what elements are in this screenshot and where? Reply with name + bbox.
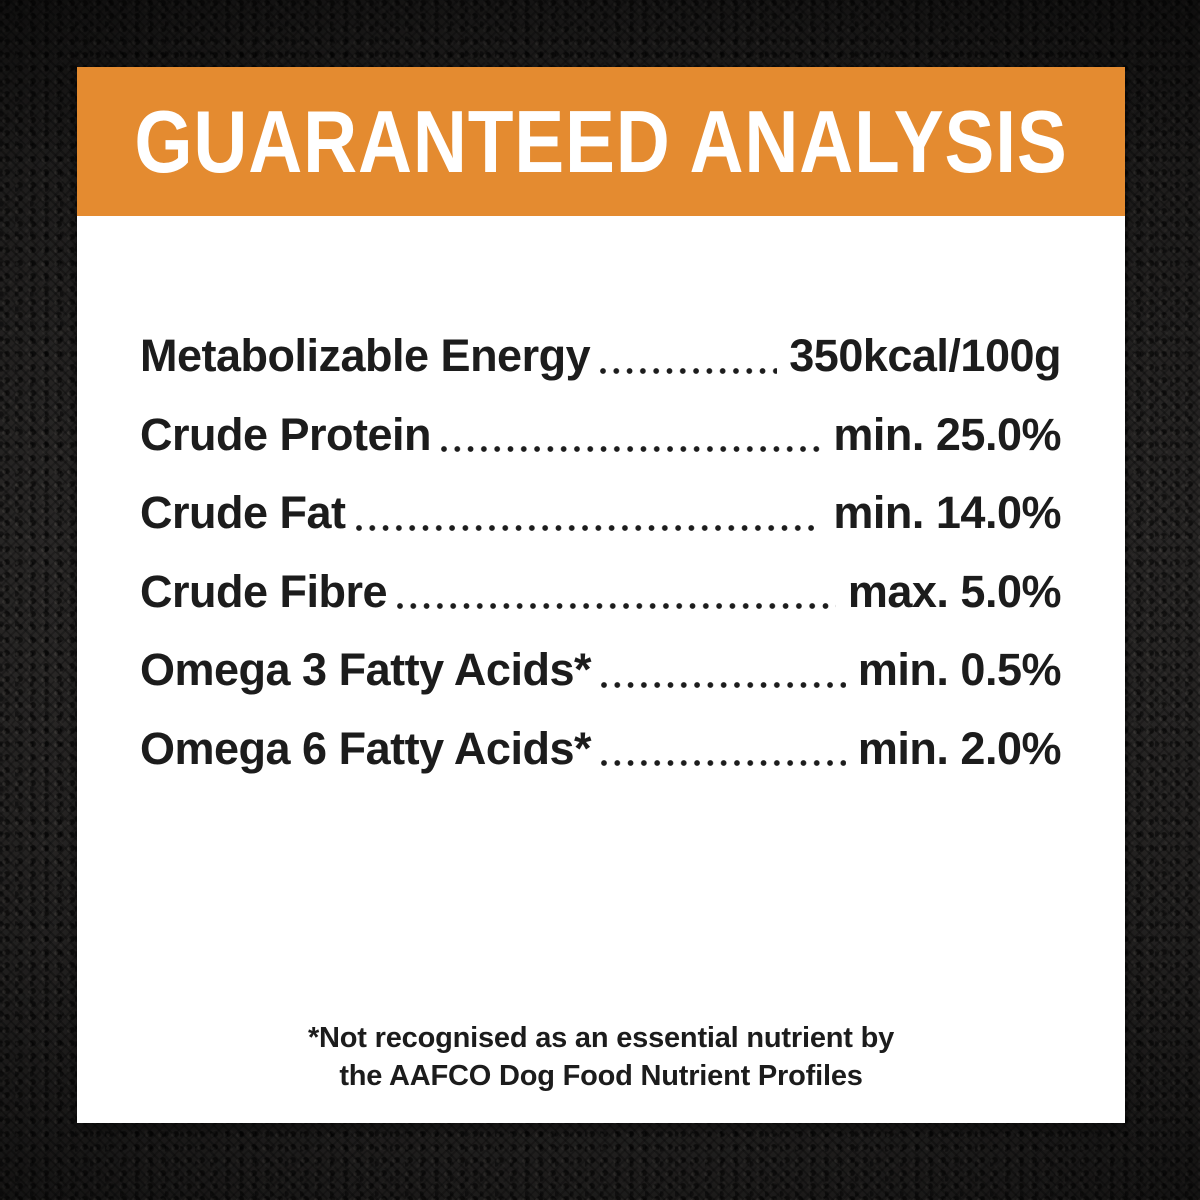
dot-leader (601, 760, 846, 766)
row-value: min. 25.0% (833, 408, 1061, 460)
row-label: Crude Protein (140, 408, 432, 460)
header-band: GUARANTEED ANALYSIS (77, 67, 1125, 216)
footnote-line-1: *Not recognised as an essential nutrient… (307, 1022, 895, 1054)
analysis-row-omega-6: Omega 6 Fatty Acids* min. 2.0% (140, 710, 1062, 789)
row-label: Omega 3 Fatty Acids* (140, 644, 592, 696)
analysis-row-crude-protein: Crude Protein min. 25.0% (140, 396, 1061, 475)
row-value: min. 2.0% (857, 722, 1062, 774)
row-value: min. 0.5% (857, 644, 1062, 696)
analysis-row-crude-fibre: Crude Fibre max. 5.0% (140, 553, 1062, 632)
panel-title: GUARANTEED ANALYSIS (134, 91, 1068, 191)
row-value: 350kcal/100g (789, 330, 1061, 382)
dot-leader (397, 603, 836, 609)
footnote-line-2: the AAFCO Dog Food Nutrient Profiles (339, 1060, 863, 1092)
row-value: max. 5.0% (847, 565, 1062, 617)
row-label: Metabolizable Energy (140, 330, 591, 382)
row-label: Omega 6 Fatty Acids* (140, 722, 592, 774)
row-label: Crude Fat (140, 487, 346, 539)
analysis-row-metabolizable-energy: Metabolizable Energy 350kcal/100g (140, 317, 1061, 396)
analysis-row-omega-3: Omega 3 Fatty Acids* min. 0.5% (140, 631, 1062, 710)
dot-leader (441, 446, 822, 452)
analysis-rows: Metabolizable Energy 350kcal/100g Crude … (140, 317, 1062, 789)
dot-leader (601, 681, 846, 688)
guaranteed-analysis-panel: GUARANTEED ANALYSIS Metabolizable Energy… (77, 67, 1125, 1123)
dot-leader (355, 524, 822, 531)
aafco-footnote: *Not recognised as an essential nutrient… (77, 1019, 1125, 1095)
dot-leader (600, 367, 778, 374)
analysis-row-crude-fat: Crude Fat min. 14.0% (140, 474, 1061, 553)
row-value: min. 14.0% (833, 487, 1061, 539)
row-label: Crude Fibre (140, 565, 388, 617)
